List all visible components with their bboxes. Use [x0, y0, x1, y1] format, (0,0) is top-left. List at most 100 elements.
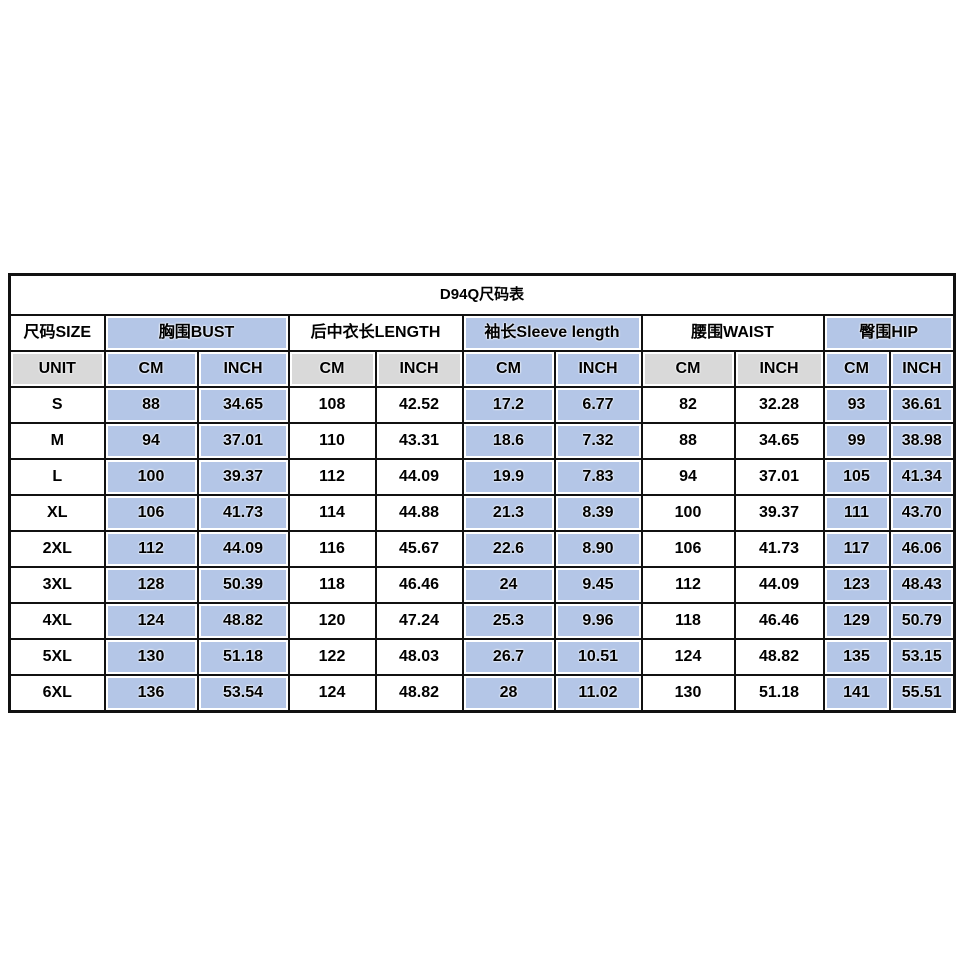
table-row: XL 106 41.73 114 44.88 21.3 8.39 100 39.… [8, 494, 956, 532]
bust-cm-cell: 128 [103, 566, 199, 604]
length-inch-cell: 46.46 [374, 566, 464, 604]
col-header-hip: 臀围HIP [822, 314, 956, 352]
hip-cm-cell: 105 [822, 458, 891, 496]
sleeve-inch-header: INCH [553, 350, 643, 388]
sleeve-inch-cell: 9.96 [553, 602, 643, 640]
hip-inch-cell: 50.79 [888, 602, 956, 640]
length-inch-cell: 48.82 [374, 674, 464, 713]
waist-cm-cell: 106 [640, 530, 736, 568]
table-title: D94Q尺码表 [8, 273, 956, 316]
table-row: 5XL 130 51.18 122 48.03 26.7 10.51 124 4… [8, 638, 956, 676]
table-group-header-row: 尺码SIZE 胸围BUST 后中衣长LENGTH 袖长Sleeve length… [8, 314, 956, 352]
hip-inch-header: INCH [888, 350, 956, 388]
hip-inch-cell: 53.15 [888, 638, 956, 676]
col-header-sleeve-length: 袖长Sleeve length [461, 314, 643, 352]
length-cm-cell: 124 [287, 674, 377, 713]
length-cm-cell: 120 [287, 602, 377, 640]
size-cell: 5XL [8, 638, 106, 676]
hip-cm-cell: 135 [822, 638, 891, 676]
length-cm-cell: 112 [287, 458, 377, 496]
sleeve-cm-cell: 22.6 [461, 530, 556, 568]
bust-inch-cell: 37.01 [196, 422, 290, 460]
table-unit-row: UNIT CM INCH CM INCH CM INCH CM INCH CM … [8, 350, 956, 388]
hip-inch-cell: 48.43 [888, 566, 956, 604]
hip-cm-cell: 99 [822, 422, 891, 460]
col-header-length: 后中衣长LENGTH [287, 314, 464, 352]
col-header-size: 尺码SIZE [8, 314, 106, 352]
hip-cm-cell: 117 [822, 530, 891, 568]
hip-cm-cell: 129 [822, 602, 891, 640]
length-inch-cell: 47.24 [374, 602, 464, 640]
col-header-bust: 胸围BUST [103, 314, 290, 352]
length-cm-cell: 110 [287, 422, 377, 460]
size-cell: 3XL [8, 566, 106, 604]
table-row: 6XL 136 53.54 124 48.82 28 11.02 130 51.… [8, 674, 956, 713]
hip-inch-cell: 55.51 [888, 674, 956, 713]
length-inch-cell: 45.67 [374, 530, 464, 568]
sleeve-cm-header: CM [461, 350, 556, 388]
length-cm-header: CM [287, 350, 377, 388]
bust-inch-cell: 51.18 [196, 638, 290, 676]
sleeve-inch-cell: 7.83 [553, 458, 643, 496]
bust-cm-cell: 88 [103, 386, 199, 424]
sleeve-cm-cell: 19.9 [461, 458, 556, 496]
size-cell: 2XL [8, 530, 106, 568]
bust-inch-header: INCH [196, 350, 290, 388]
length-cm-cell: 116 [287, 530, 377, 568]
hip-inch-cell: 41.34 [888, 458, 956, 496]
bust-inch-cell: 39.37 [196, 458, 290, 496]
size-cell: 4XL [8, 602, 106, 640]
sleeve-cm-cell: 26.7 [461, 638, 556, 676]
waist-inch-cell: 39.37 [733, 494, 825, 532]
sleeve-inch-cell: 6.77 [553, 386, 643, 424]
sleeve-inch-cell: 10.51 [553, 638, 643, 676]
sleeve-cm-cell: 17.2 [461, 386, 556, 424]
hip-cm-cell: 111 [822, 494, 891, 532]
hip-inch-cell: 43.70 [888, 494, 956, 532]
waist-inch-header: INCH [733, 350, 825, 388]
table-row: 3XL 128 50.39 118 46.46 24 9.45 112 44.0… [8, 566, 956, 604]
table-row: M 94 37.01 110 43.31 18.6 7.32 88 34.65 … [8, 422, 956, 460]
size-cell: 6XL [8, 674, 106, 713]
col-header-waist: 腰围WAIST [640, 314, 825, 352]
hip-cm-header: CM [822, 350, 891, 388]
sleeve-cm-cell: 24 [461, 566, 556, 604]
length-inch-cell: 44.09 [374, 458, 464, 496]
waist-cm-cell: 100 [640, 494, 736, 532]
bust-inch-cell: 53.54 [196, 674, 290, 713]
sleeve-inch-cell: 8.39 [553, 494, 643, 532]
waist-inch-cell: 51.18 [733, 674, 825, 713]
length-inch-header: INCH [374, 350, 464, 388]
size-cell: L [8, 458, 106, 496]
waist-cm-header: CM [640, 350, 736, 388]
bust-inch-cell: 41.73 [196, 494, 290, 532]
bust-inch-cell: 34.65 [196, 386, 290, 424]
waist-cm-cell: 112 [640, 566, 736, 604]
length-inch-cell: 44.88 [374, 494, 464, 532]
waist-inch-cell: 41.73 [733, 530, 825, 568]
bust-cm-cell: 130 [103, 638, 199, 676]
table-row: S 88 34.65 108 42.52 17.2 6.77 82 32.28 … [8, 386, 956, 424]
hip-cm-cell: 93 [822, 386, 891, 424]
bust-inch-cell: 48.82 [196, 602, 290, 640]
waist-inch-cell: 34.65 [733, 422, 825, 460]
hip-inch-cell: 36.61 [888, 386, 956, 424]
bust-cm-header: CM [103, 350, 199, 388]
bust-cm-cell: 106 [103, 494, 199, 532]
size-cell: XL [8, 494, 106, 532]
bust-cm-cell: 112 [103, 530, 199, 568]
bust-cm-cell: 94 [103, 422, 199, 460]
length-inch-cell: 42.52 [374, 386, 464, 424]
sleeve-inch-cell: 7.32 [553, 422, 643, 460]
waist-inch-cell: 37.01 [733, 458, 825, 496]
waist-cm-cell: 82 [640, 386, 736, 424]
hip-inch-cell: 46.06 [888, 530, 956, 568]
length-inch-cell: 43.31 [374, 422, 464, 460]
unit-header: UNIT [8, 350, 106, 388]
length-cm-cell: 108 [287, 386, 377, 424]
sleeve-inch-cell: 11.02 [553, 674, 643, 713]
table-row: 2XL 112 44.09 116 45.67 22.6 8.90 106 41… [8, 530, 956, 568]
bust-inch-cell: 44.09 [196, 530, 290, 568]
waist-cm-cell: 88 [640, 422, 736, 460]
